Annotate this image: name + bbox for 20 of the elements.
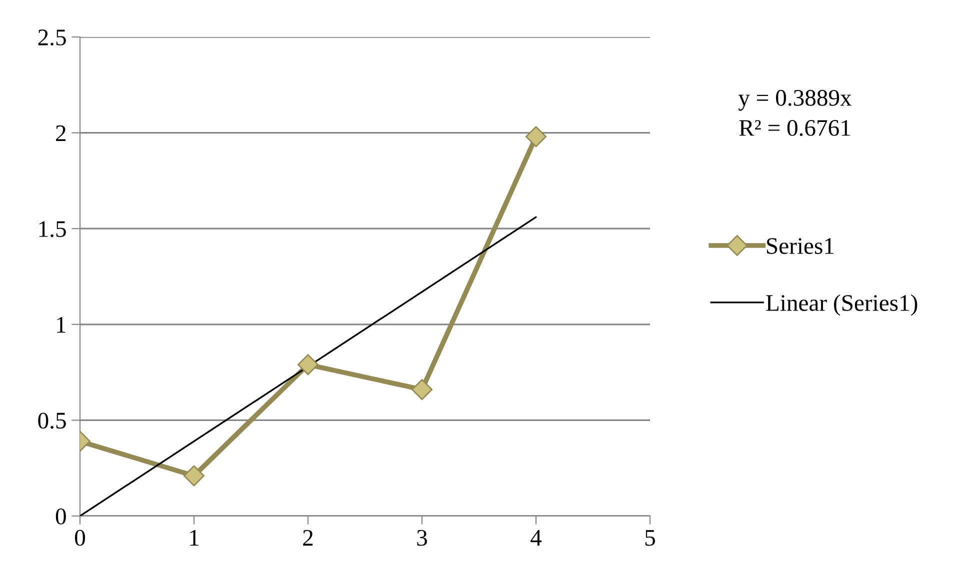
x-tick-label: 2 — [303, 530, 313, 546]
x-tick-label: 3 — [417, 530, 427, 546]
y-tick-label: 1 — [57, 317, 66, 333]
y-tick-label: 2.5 — [38, 30, 66, 46]
y-tick-label: 0 — [56, 508, 66, 524]
text: R² = 0.6761 — [739, 120, 850, 136]
x-tick-label: 5 — [645, 530, 655, 546]
legend-label: Series1 — [767, 238, 834, 254]
x-tick-label: 1 — [190, 530, 198, 546]
point — [525, 126, 547, 148]
y-tick-label: 2 — [56, 125, 66, 141]
point — [411, 379, 433, 400]
text: y = 0.3889x — [738, 90, 852, 111]
point — [297, 354, 319, 376]
y-tick-label: 0.5 — [38, 412, 66, 429]
point — [183, 465, 205, 486]
x-tick-label: 0 — [74, 530, 86, 546]
x-tick-label: 4 — [530, 530, 542, 546]
legend-label: Linear (Series1) — [766, 294, 918, 316]
y-tick-label: 1.5 — [39, 221, 66, 238]
